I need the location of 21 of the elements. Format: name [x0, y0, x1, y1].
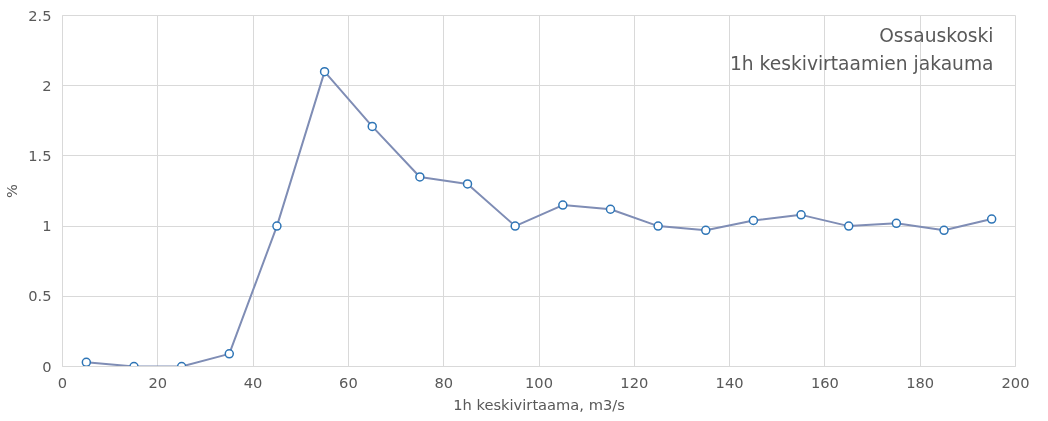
- y-tick-label: 2: [42, 76, 52, 94]
- x-tick-label: 60: [339, 373, 358, 391]
- y-tick-label: 0: [42, 357, 52, 375]
- x-tick-label: 40: [243, 373, 263, 391]
- text: Ossauskoski: [879, 24, 994, 46]
- x-axis-title: 1h keskivirtaama, m3/s: [453, 395, 625, 413]
- x-tick-label: 160: [810, 373, 839, 391]
- x-tick-label: 100: [525, 373, 553, 391]
- y-tick-label: 1: [42, 217, 52, 235]
- y-tick-label: 1.5: [28, 146, 52, 164]
- x-tick-label: 200: [1001, 373, 1030, 391]
- y-tick-label: 0.5: [28, 287, 52, 305]
- y-tick-label: 2.5: [28, 6, 52, 24]
- y-axis-title: %: [3, 183, 21, 198]
- x-tick-label: 20: [148, 373, 168, 391]
- x-tick-label: 80: [434, 373, 454, 391]
- text: 1h keskivirtaamien jakauma: [729, 52, 994, 74]
- x-tick-label: 180: [906, 373, 935, 391]
- x-tick-label: 120: [620, 373, 649, 391]
- x-tick-label: 140: [715, 373, 744, 391]
- x-tick-label: 0: [57, 373, 68, 391]
